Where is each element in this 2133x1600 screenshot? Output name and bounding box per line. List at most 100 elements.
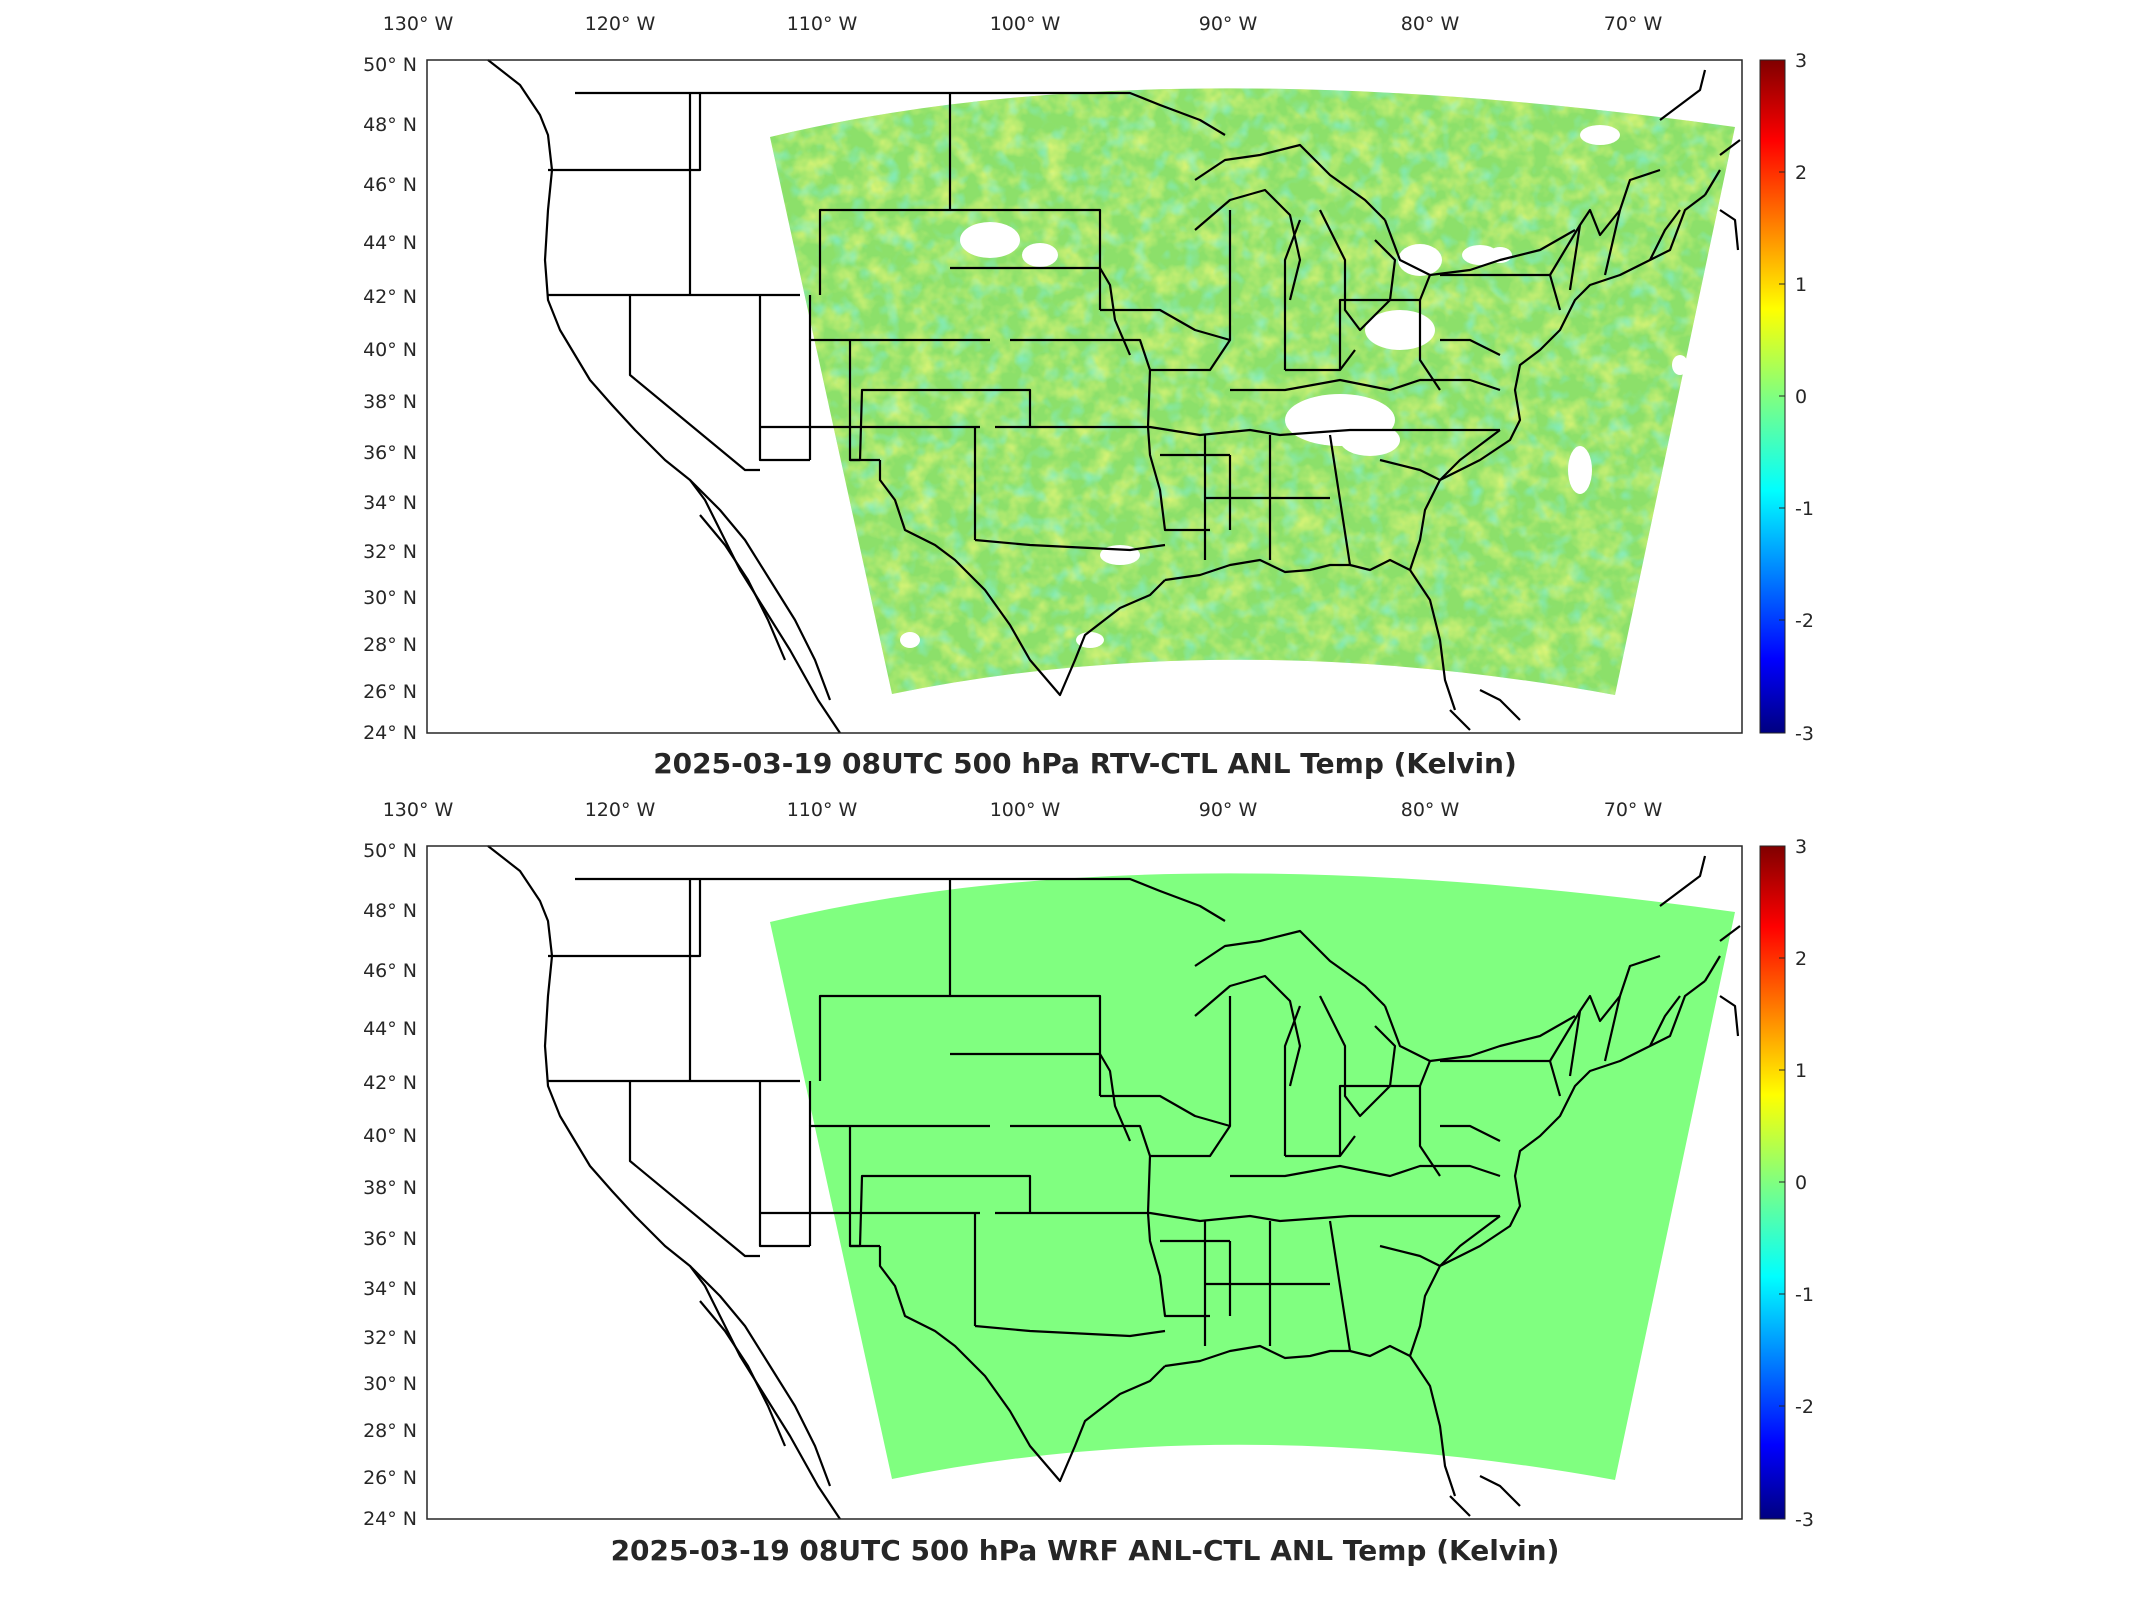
latitude-tick-label: 50° N — [363, 54, 417, 76]
boundary-line — [850, 1174, 975, 1248]
boundary-line — [1719, 139, 1741, 156]
longitude-tick-label: 70° W — [1604, 13, 1663, 35]
boundary-line — [974, 1324, 1166, 1338]
boundary-line — [1649, 995, 1681, 1047]
longitude-tick-label: 100° W — [990, 13, 1061, 35]
state-boundaries — [487, 845, 1741, 1520]
longitude-tick-label: 70° W — [1604, 799, 1663, 821]
missing-data-patches — [900, 125, 1688, 648]
longitude-tick-labels: 130° W 120° W 110° W 100° W 90° W 80° W 70° W — [383, 13, 1663, 35]
latitude-tick-label: 26° N — [363, 1467, 417, 1489]
boundary-line — [995, 425, 1500, 437]
boundary-line — [1603, 209, 1622, 276]
colorbar-tick-label: 2 — [1795, 162, 1807, 184]
latitude-tick-label: 38° N — [363, 391, 417, 413]
cool-anomaly-texture — [770, 88, 1735, 695]
boundary-line — [1150, 996, 1232, 1158]
boundary-line — [758, 1081, 810, 1248]
boundary-line — [1719, 995, 1740, 1037]
boundary-line — [1568, 1010, 1582, 1077]
boundary-line — [699, 1300, 787, 1447]
colorbar-tick-label: -3 — [1795, 1509, 1814, 1531]
colorbar-tick-labels: 3 2 1 0 -1 -2 -3 — [1779, 836, 1814, 1531]
latitude-tick-label: 30° N — [363, 1373, 417, 1395]
boundary-line — [1449, 1495, 1471, 1517]
latitude-tick-labels: 50° N 48° N 46° N 44° N 42° N 40° N 38° N 36° N… — [363, 54, 417, 744]
colorbar-tick-label: -2 — [1795, 610, 1814, 632]
boundary-line — [1230, 1164, 1501, 1178]
boundary-line — [1230, 378, 1501, 392]
boundary-line — [575, 877, 1226, 922]
longitude-tick-label: 120° W — [585, 13, 656, 35]
panel-title: 2025-03-19 08UTC 500 hPa RTV-CTL ANL Tem… — [653, 747, 1517, 780]
boundary-line — [699, 514, 787, 661]
state-boundaries — [487, 59, 1741, 734]
data-field — [770, 88, 1735, 695]
boundary-line — [1383, 1005, 1576, 1063]
boundary-line — [1449, 709, 1471, 731]
boundary-line — [1319, 209, 1397, 332]
boundary-line — [1379, 1244, 1441, 1267]
boundary-line — [548, 93, 702, 172]
boundary-line — [1418, 300, 1441, 391]
boundary-line — [1479, 689, 1521, 721]
boundary-line — [995, 1211, 1500, 1223]
boundary-line — [1719, 209, 1740, 251]
longitude-tick-label: 110° W — [787, 13, 858, 35]
boundary-line — [1408, 194, 1706, 571]
boundary-line — [1194, 143, 1386, 221]
boundary-line — [1194, 188, 1302, 301]
boundary-line — [1100, 1094, 1231, 1128]
boundary-line — [850, 388, 975, 462]
colorbar-tick-label: 1 — [1795, 1060, 1807, 1082]
map-frame — [426, 59, 1743, 734]
boundary-line — [1010, 338, 1152, 428]
boundary-line — [975, 388, 1032, 427]
latitude-tick-label: 36° N — [363, 1228, 417, 1250]
colorbar-tick-label: 2 — [1795, 948, 1807, 970]
colorbar-tick-label: 3 — [1795, 50, 1807, 72]
boundary-line — [1479, 1475, 1521, 1507]
colorbar-tick-label: 0 — [1795, 1172, 1807, 1194]
latitude-tick-label: 40° N — [363, 1125, 417, 1147]
boundary-line — [1603, 995, 1622, 1062]
longitude-tick-label: 120° W — [585, 799, 656, 821]
boundary-line — [1194, 929, 1386, 1007]
longitude-tick-label: 130° W — [383, 799, 454, 821]
colorbar-tick-label: 3 — [1795, 836, 1807, 858]
latitude-tick-label: 28° N — [363, 634, 417, 656]
boundary-line — [1704, 955, 1721, 982]
latitude-tick-label: 42° N — [363, 1072, 417, 1094]
latitude-tick-label: 26° N — [363, 681, 417, 703]
boundary-line — [1010, 1124, 1152, 1214]
boundary-line — [1659, 69, 1707, 121]
colorbar: 3 2 1 0 -1 -2 -3 — [1759, 836, 1814, 1531]
latitude-tick-label: 40° N — [363, 339, 417, 361]
boundary-line — [950, 1052, 1132, 1142]
colorbar-tick-label: -1 — [1795, 498, 1814, 520]
longitude-tick-label: 110° W — [787, 799, 858, 821]
boundary-line — [818, 879, 952, 1081]
map-panel-rtv-ctl: 130° W 120° W 110° W 100° W 90° W 80° W 70° W … — [363, 13, 1814, 780]
longitude-tick-label: 80° W — [1401, 799, 1460, 821]
boundary-line — [689, 479, 832, 701]
boundary-line — [628, 295, 760, 472]
boundary-line — [1439, 429, 1501, 481]
boundary-line — [575, 91, 1226, 136]
boundary-line — [1338, 1060, 1432, 1156]
latitude-tick-label: 46° N — [363, 174, 417, 196]
panel-title: 2025-03-19 08UTC 500 hPa WRF ANL-CTL ANL… — [611, 1534, 1560, 1567]
longitude-tick-label: 130° W — [383, 13, 454, 35]
latitude-tick-label: 42° N — [363, 286, 417, 308]
map-frame — [426, 845, 1743, 1520]
boundary-line — [878, 1246, 1166, 1483]
boundary-line — [628, 1081, 760, 1258]
boundary-line — [1194, 974, 1302, 1087]
latitude-tick-label: 34° N — [363, 492, 417, 514]
latitude-tick-label: 38° N — [363, 1177, 417, 1199]
boundary-line — [950, 266, 1132, 356]
colorbar-tick-label: -2 — [1795, 1396, 1814, 1418]
boundary-line — [1146, 426, 1210, 532]
boundary-line — [1328, 434, 1352, 566]
boundary-line — [1383, 219, 1576, 277]
